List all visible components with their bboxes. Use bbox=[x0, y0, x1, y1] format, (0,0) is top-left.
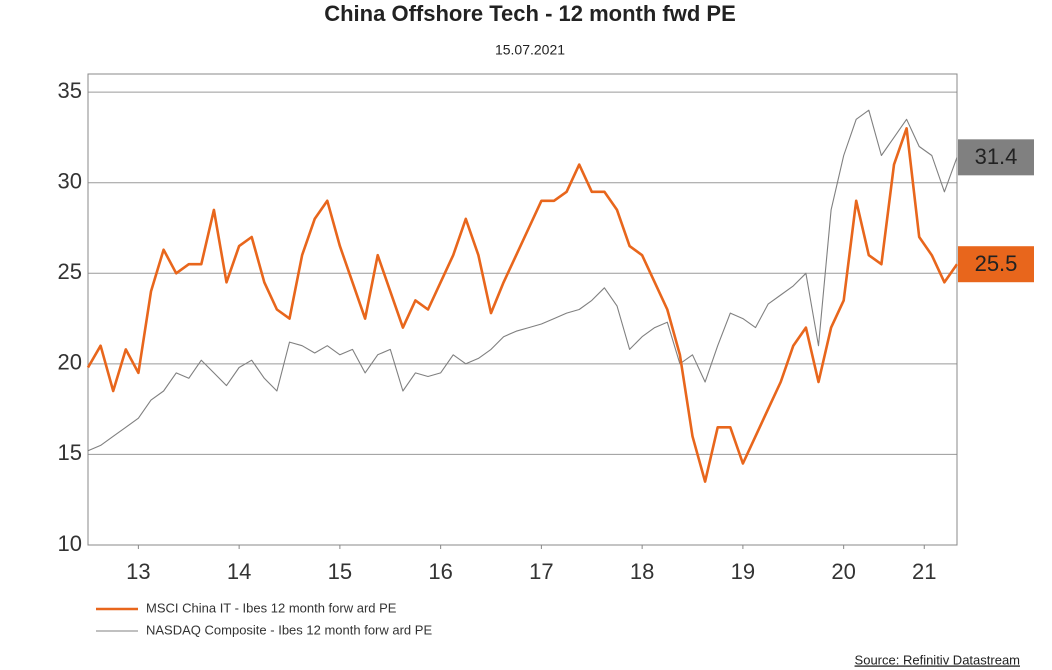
x-tick-label: 21 bbox=[912, 559, 936, 584]
end-label: 31.4 bbox=[975, 144, 1018, 169]
chart-subtitle: 15.07.2021 bbox=[495, 42, 565, 58]
y-tick-label: 25 bbox=[58, 259, 82, 284]
end-label-box bbox=[958, 139, 1034, 176]
end-label: 25.5 bbox=[975, 251, 1018, 276]
source: Source: Refinitiv Datastream bbox=[855, 652, 1020, 667]
legend-label: NASDAQ Composite - Ibes 12 month forw ar… bbox=[146, 622, 432, 637]
x-tick-label: 16 bbox=[428, 559, 452, 584]
y-tick-label: 15 bbox=[58, 440, 82, 465]
end-label-box bbox=[958, 246, 1034, 283]
legend-label: MSCI China IT - Ibes 12 month forw ard P… bbox=[146, 600, 397, 615]
x-tick-label: 18 bbox=[630, 559, 654, 584]
series-line bbox=[86, 127, 959, 483]
series-line bbox=[87, 109, 958, 452]
chart-title: China Offshore Tech - 12 month fwd PE bbox=[324, 1, 736, 26]
x-tick-label: 15 bbox=[328, 559, 352, 584]
x-tick-label: 19 bbox=[731, 559, 755, 584]
y-tick-label: 20 bbox=[58, 350, 82, 375]
x-tick-label: 13 bbox=[126, 559, 150, 584]
y-tick-label: 35 bbox=[58, 78, 82, 103]
x-tick-label: 14 bbox=[227, 559, 251, 584]
y-tick-label: 10 bbox=[58, 531, 82, 556]
y-tick-label: 30 bbox=[58, 169, 82, 194]
plot-frame bbox=[87, 73, 958, 546]
x-tick-label: 20 bbox=[831, 559, 855, 584]
x-tick-label: 17 bbox=[529, 559, 553, 584]
